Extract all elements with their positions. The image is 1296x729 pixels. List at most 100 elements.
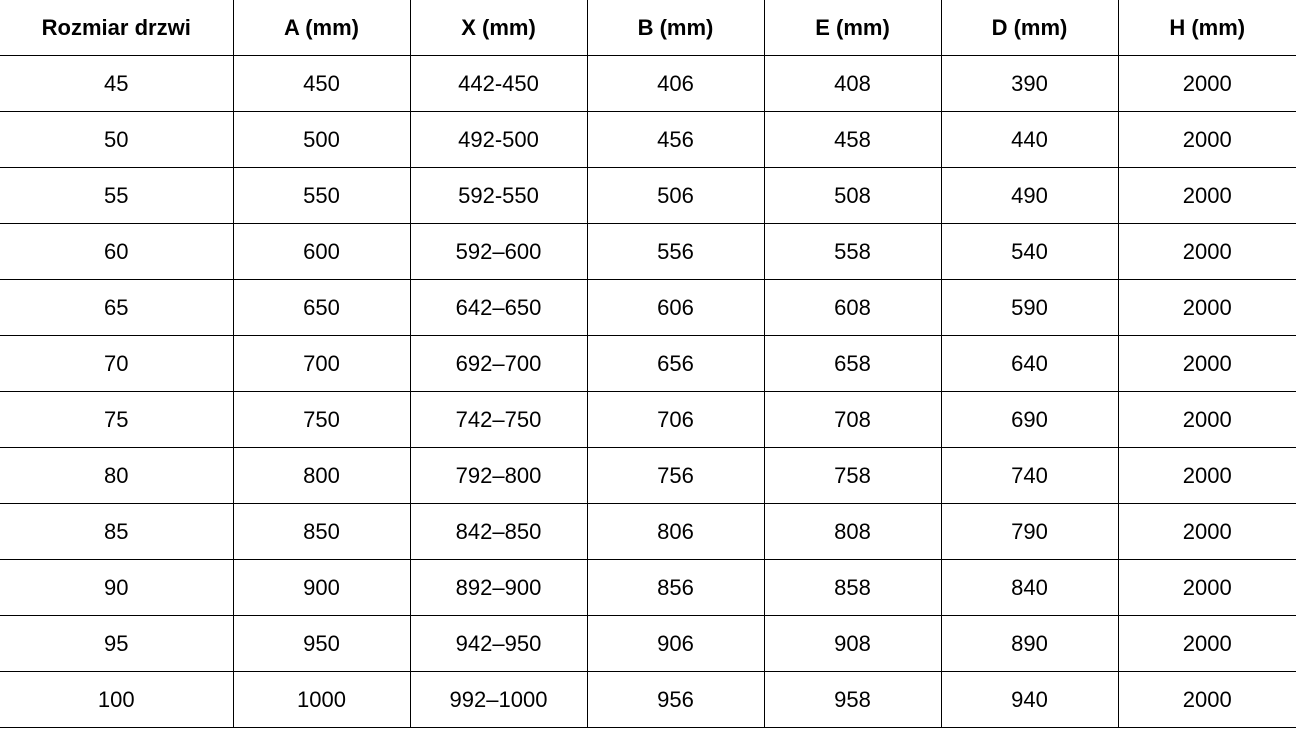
table-cell: 100: [0, 671, 234, 728]
table-cell: 556: [586, 223, 765, 280]
table-cell: 808: [763, 503, 942, 560]
table-cell: 2000: [1117, 223, 1296, 280]
table-cell: 658: [763, 335, 942, 392]
table-cell: 900: [232, 559, 411, 616]
table-cell: 592-550: [409, 167, 588, 224]
table-cell: 492-500: [409, 111, 588, 168]
table-cell: 800: [232, 447, 411, 504]
table-cell: 758: [763, 447, 942, 504]
table-cell: 890: [940, 615, 1119, 672]
table-cell: 742–750: [409, 391, 588, 448]
table-cell: 790: [940, 503, 1119, 560]
table-row: 70 700 692–700 656 658 640 2000: [0, 335, 1296, 392]
table-cell: 992–1000: [409, 671, 588, 728]
table-cell: 642–650: [409, 279, 588, 336]
table-cell: 908: [763, 615, 942, 672]
table-row: 90 900 892–900 856 858 840 2000: [0, 559, 1296, 616]
column-header: H (mm): [1117, 0, 1296, 56]
table-cell: 592–600: [409, 223, 588, 280]
table-row: 80 800 792–800 756 758 740 2000: [0, 447, 1296, 504]
table-cell: 2000: [1117, 615, 1296, 672]
table-cell: 550: [232, 167, 411, 224]
table-cell: 95: [0, 615, 234, 672]
table-cell: 606: [586, 279, 765, 336]
table-cell: 90: [0, 559, 234, 616]
table-cell: 2000: [1117, 503, 1296, 560]
table-cell: 2000: [1117, 55, 1296, 112]
table-cell: 2000: [1117, 671, 1296, 728]
column-header: A (mm): [232, 0, 411, 56]
table-cell: 390: [940, 55, 1119, 112]
table-cell: 608: [763, 279, 942, 336]
column-header: E (mm): [763, 0, 942, 56]
table-cell: 650: [232, 279, 411, 336]
column-header: X (mm): [409, 0, 588, 56]
table-row: 75 750 742–750 706 708 690 2000: [0, 391, 1296, 448]
table-cell: 2000: [1117, 335, 1296, 392]
table-cell: 408: [763, 55, 942, 112]
column-header: D (mm): [940, 0, 1119, 56]
table-cell: 750: [232, 391, 411, 448]
table-cell: 558: [763, 223, 942, 280]
table-cell: 2000: [1117, 279, 1296, 336]
table-cell: 892–900: [409, 559, 588, 616]
table-cell: 956: [586, 671, 765, 728]
table-row: 50 500 492-500 456 458 440 2000: [0, 111, 1296, 168]
table-cell: 55: [0, 167, 234, 224]
column-header: Rozmiar drzwi: [0, 0, 234, 56]
table-row: 100 1000 992–1000 956 958 940 2000: [0, 671, 1296, 728]
column-header: B (mm): [586, 0, 765, 56]
table-cell: 458: [763, 111, 942, 168]
table-cell: 70: [0, 335, 234, 392]
table-row: 60 600 592–600 556 558 540 2000: [0, 223, 1296, 280]
table-row: 55 550 592-550 506 508 490 2000: [0, 167, 1296, 224]
table-cell: 756: [586, 447, 765, 504]
table-cell: 540: [940, 223, 1119, 280]
table-cell: 442-450: [409, 55, 588, 112]
table-cell: 692–700: [409, 335, 588, 392]
table-cell: 708: [763, 391, 942, 448]
table-row: 45 450 442-450 406 408 390 2000: [0, 55, 1296, 112]
table-cell: 950: [232, 615, 411, 672]
header-row: Rozmiar drzwi A (mm) X (mm) B (mm) E (mm) D (…: [0, 0, 1296, 56]
table-cell: 840: [940, 559, 1119, 616]
table-cell: 508: [763, 167, 942, 224]
table-cell: 2000: [1117, 447, 1296, 504]
table-cell: 85: [0, 503, 234, 560]
table-cell: 50: [0, 111, 234, 168]
table-cell: 506: [586, 167, 765, 224]
table-cell: 2000: [1117, 559, 1296, 616]
table-cell: 406: [586, 55, 765, 112]
table-cell: 500: [232, 111, 411, 168]
table-cell: 842–850: [409, 503, 588, 560]
table-cell: 850: [232, 503, 411, 560]
table-cell: 1000: [232, 671, 411, 728]
table-cell: 450: [232, 55, 411, 112]
table-cell: 858: [763, 559, 942, 616]
table-row: 95 950 942–950 906 908 890 2000: [0, 615, 1296, 672]
table-cell: 740: [940, 447, 1119, 504]
table-cell: 640: [940, 335, 1119, 392]
table-cell: 440: [940, 111, 1119, 168]
table-cell: 2000: [1117, 111, 1296, 168]
table-cell: 940: [940, 671, 1119, 728]
table-cell: 75: [0, 391, 234, 448]
table-cell: 958: [763, 671, 942, 728]
table-cell: 456: [586, 111, 765, 168]
table-cell: 590: [940, 279, 1119, 336]
table-cell: 80: [0, 447, 234, 504]
table-cell: 656: [586, 335, 765, 392]
table-cell: 45: [0, 55, 234, 112]
table-cell: 906: [586, 615, 765, 672]
table-cell: 706: [586, 391, 765, 448]
table-cell: 600: [232, 223, 411, 280]
table-cell: 690: [940, 391, 1119, 448]
table-row: 85 850 842–850 806 808 790 2000: [0, 503, 1296, 560]
table-cell: 60: [0, 223, 234, 280]
table-cell: 2000: [1117, 391, 1296, 448]
table-cell: 2000: [1117, 167, 1296, 224]
table-cell: 65: [0, 279, 234, 336]
table-cell: 806: [586, 503, 765, 560]
table-cell: 792–800: [409, 447, 588, 504]
table-cell: 856: [586, 559, 765, 616]
